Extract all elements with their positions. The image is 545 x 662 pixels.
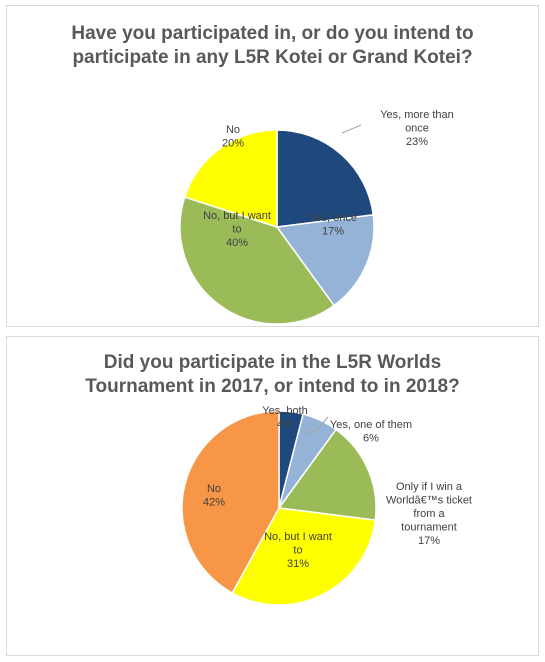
slice-label-line: to	[293, 545, 302, 557]
chart-title-line-1: Have you participated in, or do you inte…	[71, 23, 474, 44]
pie-slice	[275, 214, 375, 307]
pie-slice	[276, 129, 375, 228]
slice-percent: 31%	[287, 558, 309, 570]
slice-percent: 20%	[222, 138, 244, 150]
slice-percent: 6%	[363, 433, 379, 445]
slice-percent: 4%	[277, 419, 293, 431]
pie-slice	[231, 507, 377, 606]
slice-label: Yes, more than once 23%	[380, 109, 454, 148]
chart-title: Have you participated in, or do you inte…	[7, 22, 538, 70]
slice-label: Yes, once 17%	[309, 212, 357, 238]
slice-label-line: No	[207, 483, 221, 495]
slice-percent: 17%	[322, 226, 344, 238]
slice-label: Only if I win a Worldâ€™s ticket from a tou…	[386, 481, 472, 547]
slice-label: Yes, both 4%	[262, 405, 307, 431]
slice-percent: 23%	[406, 136, 428, 148]
pie-slice	[181, 410, 280, 595]
chart-panel-worlds: Did you participate in the L5R Worlds To…	[6, 336, 539, 656]
slice-label-line: once	[405, 123, 429, 135]
leader-line	[302, 416, 329, 435]
slice-label-line: No	[226, 124, 240, 136]
slice-label: Yes, one of them 6%	[330, 419, 412, 445]
pie-slice	[179, 196, 336, 325]
slice-label-line: Yes, both	[262, 405, 307, 417]
slice-label: No 42%	[203, 483, 225, 509]
slice-label-line: Only if I win a	[396, 481, 463, 493]
slice-percent: 42%	[203, 497, 225, 509]
slice-label-line: tournament	[401, 522, 457, 534]
slice-label-line: to	[232, 224, 241, 236]
chart-title: Did you participate in the L5R Worlds To…	[7, 351, 538, 399]
slice-label: No 20%	[222, 124, 244, 150]
slice-label-line: Yes, once	[309, 212, 357, 224]
pie-chart-worlds: Yes, both 4% Yes, one of them 6% Only if I w…	[181, 405, 472, 606]
slice-label-line: No, but I want	[264, 531, 332, 543]
slice-label-line: Yes, more than	[380, 109, 454, 121]
slice-label: No, but I want to 31%	[264, 531, 332, 570]
slice-label-line: Yes, one of them	[330, 419, 412, 431]
chart-title-line-1: Did you participate in the L5R Worlds	[103, 352, 442, 373]
pie-slice	[277, 428, 377, 521]
pie-chart-kotei: Yes, more than once 23% Yes, once 17% No, but…	[179, 109, 454, 325]
slice-label-line: Worldâ€™s ticket	[386, 495, 472, 507]
chart-title-line-2: participate in any L5R Kotei or Grand Ko…	[72, 47, 473, 68]
slice-label-line: No, but I want	[203, 210, 271, 222]
chart-title-line-2: Tournament in 2017, or intend to in 2018…	[85, 376, 460, 397]
leader-line	[341, 124, 362, 134]
pie-slice	[183, 129, 278, 229]
slice-label-line: from a	[413, 508, 445, 520]
slice-label: No, but I want to 40%	[203, 210, 271, 249]
slice-percent: 40%	[226, 237, 248, 249]
slice-percent: 17%	[418, 535, 440, 547]
chart-panel-kotei: Have you participated in, or do you inte…	[6, 5, 539, 327]
